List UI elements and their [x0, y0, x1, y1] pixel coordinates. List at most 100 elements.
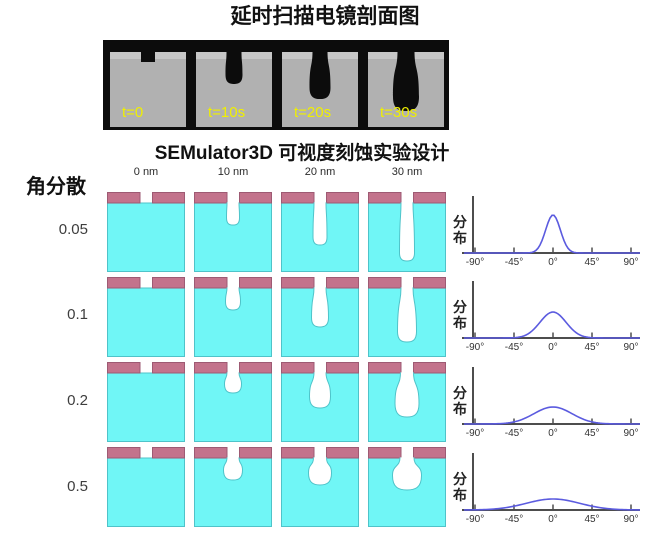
gaussian-curve	[463, 498, 641, 511]
col-header-0nm: 0 nm	[133, 166, 159, 178]
etch-notch	[141, 52, 155, 62]
sem-time-label: t=30s	[380, 104, 418, 121]
trench	[396, 287, 418, 343]
distribution-chart: -90° -45° 0° 45° 90°	[462, 367, 640, 439]
substrate	[194, 287, 272, 357]
gaussian-curve	[464, 214, 640, 254]
experiment-title: SEMulator3D 可视度刻蚀实验设计	[154, 143, 450, 164]
mask-left	[194, 277, 228, 289]
sem-time-label: t=0	[122, 104, 144, 121]
tick-label: 90°	[623, 428, 638, 439]
sem-section-title: 延时扫描电镜剖面图	[230, 5, 420, 28]
substrate	[107, 457, 185, 527]
gaussian-curve	[464, 311, 640, 339]
etch-cell-row2-col3	[368, 362, 446, 442]
etch-cell-row2-col0	[107, 362, 185, 442]
mask-left	[368, 192, 402, 204]
tick-label: -90°	[466, 428, 484, 439]
tick-label: 45°	[584, 257, 599, 268]
gaussian-curve	[464, 406, 640, 425]
row-axis-label: 角分散	[26, 176, 86, 198]
tick-label: 0°	[548, 342, 558, 353]
trench	[224, 287, 242, 311]
mask-right	[413, 447, 446, 459]
mask-left	[194, 447, 228, 459]
tick-label: -90°	[466, 342, 484, 353]
etch-cell-drawing	[194, 362, 272, 442]
mask-right	[413, 277, 446, 289]
etch-cell-drawing	[107, 192, 185, 272]
etch-cell-row3-col1	[194, 447, 272, 527]
sem-time-label: t=20s	[294, 104, 332, 121]
etch-drip	[225, 52, 243, 84]
etch-cell-drawing	[194, 447, 272, 527]
etch-cell-row1-col1	[194, 277, 272, 357]
row-label-0.2: 0.2	[67, 392, 88, 409]
col-header-30nm: 30 nm	[391, 166, 423, 178]
dist-axis-label: 分布	[453, 471, 467, 504]
mask-right	[413, 362, 446, 374]
mask-right	[152, 447, 185, 459]
substrate	[107, 287, 185, 357]
dist-axis-label: 分布	[453, 214, 467, 247]
substrate	[107, 202, 185, 272]
sem-panel-t20: t=20s	[282, 52, 358, 127]
sem-etch-profile	[309, 52, 331, 99]
etch-cell-drawing	[281, 192, 359, 272]
mask-left	[281, 192, 315, 204]
trench	[398, 202, 416, 262]
sem-etch-profile	[141, 52, 155, 62]
mask-left	[107, 192, 141, 204]
tick-label: -45°	[505, 257, 523, 268]
trench	[391, 457, 423, 491]
col-header-20nm: 20 nm	[304, 166, 336, 178]
etch-cell-drawing	[368, 447, 446, 527]
tick-label: 45°	[584, 514, 599, 525]
trench	[307, 457, 333, 486]
trench	[310, 287, 330, 328]
mask-right	[239, 277, 272, 289]
mask-left	[368, 277, 402, 289]
distribution-chart: -90° -45° 0° 45° 90°	[462, 453, 641, 525]
distribution-plot-0.1: -90° -45° 0° 45° 90°	[448, 280, 667, 355]
tick-label: -45°	[505, 514, 523, 525]
etch-cell-row3-col3	[368, 447, 446, 527]
etch-cell-row0-col1	[194, 192, 272, 272]
tick-label: -45°	[505, 342, 523, 353]
mask-left	[107, 447, 141, 459]
mask-left	[368, 362, 402, 374]
mask-left	[368, 447, 402, 459]
distribution-chart: -90° -45° 0° 45° 90°	[462, 281, 640, 353]
distribution-chart: -90° -45° 0° 45° 90°	[462, 196, 640, 268]
etch-cell-row1-col2	[281, 277, 359, 357]
etch-cell-row3-col0	[107, 447, 185, 527]
tick-label: 0°	[548, 514, 558, 525]
mask-right	[326, 447, 359, 459]
mask-right	[152, 362, 185, 374]
etch-cell-drawing	[368, 192, 446, 272]
etch-cell-drawing	[194, 192, 272, 272]
trench	[308, 372, 332, 409]
mask-left	[281, 447, 315, 459]
etch-drip	[393, 52, 419, 111]
dist-axis-label: 分布	[453, 385, 467, 418]
mask-left	[194, 362, 228, 374]
mask-right	[239, 192, 272, 204]
etch-cell-drawing	[107, 447, 185, 527]
mask-right	[152, 277, 185, 289]
etch-cell-drawing	[368, 362, 446, 442]
tick-label: 90°	[623, 514, 638, 525]
tick-label: -90°	[466, 257, 484, 268]
distribution-plot-0.05: -90° -45° 0° 45° 90°	[448, 195, 667, 270]
etch-cell-drawing	[194, 277, 272, 357]
mask-left	[281, 277, 315, 289]
sem-time-label: t=10s	[208, 104, 246, 121]
trench	[225, 202, 241, 226]
mask-right	[239, 362, 272, 374]
mask-right	[239, 447, 272, 459]
dist-axis-label: 分布	[453, 299, 467, 332]
sem-montage: t=0 t=10s t=20s t=30s	[103, 40, 449, 130]
tick-label: 0°	[548, 257, 558, 268]
sem-panel-t10: t=10s	[196, 52, 272, 127]
tick-label: 90°	[623, 342, 638, 353]
